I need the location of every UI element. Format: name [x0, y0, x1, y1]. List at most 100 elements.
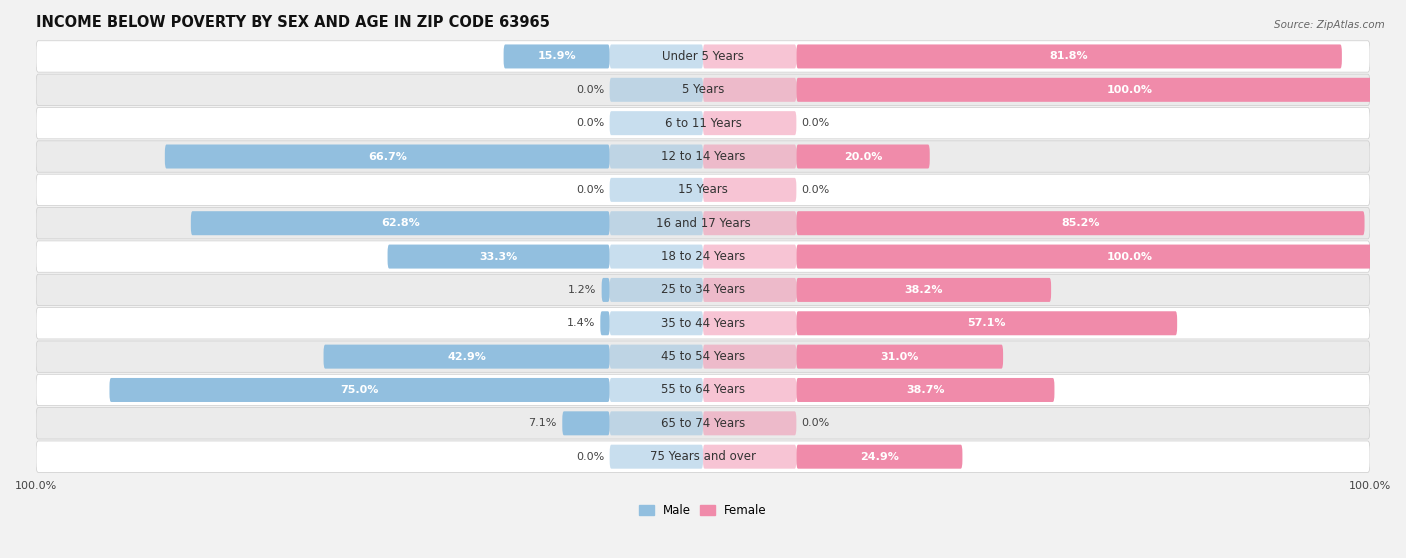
FancyBboxPatch shape	[703, 78, 796, 102]
Text: 1.2%: 1.2%	[568, 285, 596, 295]
Text: 42.9%: 42.9%	[447, 352, 486, 362]
FancyBboxPatch shape	[796, 145, 929, 169]
FancyBboxPatch shape	[165, 145, 610, 169]
FancyBboxPatch shape	[703, 145, 796, 169]
Text: 75.0%: 75.0%	[340, 385, 378, 395]
Text: 12 to 14 Years: 12 to 14 Years	[661, 150, 745, 163]
FancyBboxPatch shape	[610, 78, 703, 102]
Text: 0.0%: 0.0%	[801, 418, 830, 429]
FancyBboxPatch shape	[610, 445, 703, 469]
FancyBboxPatch shape	[703, 278, 796, 302]
FancyBboxPatch shape	[703, 244, 796, 268]
FancyBboxPatch shape	[610, 111, 703, 135]
Text: 62.8%: 62.8%	[381, 218, 419, 228]
FancyBboxPatch shape	[610, 178, 703, 202]
Text: 100.0%: 100.0%	[1107, 85, 1153, 95]
FancyBboxPatch shape	[503, 45, 610, 69]
FancyBboxPatch shape	[610, 311, 703, 335]
Text: 66.7%: 66.7%	[368, 152, 406, 161]
FancyBboxPatch shape	[600, 311, 610, 335]
FancyBboxPatch shape	[37, 441, 1369, 473]
Text: 0.0%: 0.0%	[576, 85, 605, 95]
FancyBboxPatch shape	[37, 374, 1369, 406]
FancyBboxPatch shape	[37, 408, 1369, 439]
Text: 16 and 17 Years: 16 and 17 Years	[655, 217, 751, 230]
FancyBboxPatch shape	[610, 378, 703, 402]
FancyBboxPatch shape	[703, 111, 796, 135]
FancyBboxPatch shape	[37, 241, 1369, 272]
Text: 7.1%: 7.1%	[529, 418, 557, 429]
Text: 57.1%: 57.1%	[967, 318, 1007, 328]
Legend: Male, Female: Male, Female	[634, 499, 772, 522]
Text: 5 Years: 5 Years	[682, 83, 724, 97]
Text: 81.8%: 81.8%	[1050, 51, 1088, 61]
FancyBboxPatch shape	[796, 311, 1177, 335]
Text: 0.0%: 0.0%	[576, 185, 605, 195]
Text: 15 Years: 15 Years	[678, 184, 728, 196]
Text: 38.7%: 38.7%	[905, 385, 945, 395]
FancyBboxPatch shape	[703, 211, 796, 235]
Text: 65 to 74 Years: 65 to 74 Years	[661, 417, 745, 430]
Text: 20.0%: 20.0%	[844, 152, 882, 161]
FancyBboxPatch shape	[796, 45, 1341, 69]
FancyBboxPatch shape	[703, 445, 796, 469]
Text: 6 to 11 Years: 6 to 11 Years	[665, 117, 741, 129]
FancyBboxPatch shape	[703, 378, 796, 402]
Text: 55 to 64 Years: 55 to 64 Years	[661, 383, 745, 397]
FancyBboxPatch shape	[703, 311, 796, 335]
FancyBboxPatch shape	[796, 445, 963, 469]
FancyBboxPatch shape	[610, 145, 703, 169]
FancyBboxPatch shape	[703, 45, 796, 69]
FancyBboxPatch shape	[610, 278, 703, 302]
Text: 0.0%: 0.0%	[576, 451, 605, 461]
FancyBboxPatch shape	[796, 278, 1052, 302]
Text: 0.0%: 0.0%	[576, 118, 605, 128]
Text: 18 to 24 Years: 18 to 24 Years	[661, 250, 745, 263]
FancyBboxPatch shape	[796, 78, 1406, 102]
FancyBboxPatch shape	[388, 244, 610, 268]
FancyBboxPatch shape	[37, 41, 1369, 72]
FancyBboxPatch shape	[796, 244, 1406, 268]
FancyBboxPatch shape	[37, 341, 1369, 372]
FancyBboxPatch shape	[703, 178, 796, 202]
Text: 1.4%: 1.4%	[567, 318, 595, 328]
FancyBboxPatch shape	[602, 278, 610, 302]
Text: Under 5 Years: Under 5 Years	[662, 50, 744, 63]
FancyBboxPatch shape	[562, 411, 610, 435]
Text: 24.9%: 24.9%	[860, 451, 898, 461]
FancyBboxPatch shape	[110, 378, 610, 402]
Text: 100.0%: 100.0%	[1107, 252, 1153, 262]
Text: INCOME BELOW POVERTY BY SEX AND AGE IN ZIP CODE 63965: INCOME BELOW POVERTY BY SEX AND AGE IN Z…	[37, 15, 550, 30]
FancyBboxPatch shape	[37, 74, 1369, 105]
FancyBboxPatch shape	[703, 345, 796, 369]
Text: 0.0%: 0.0%	[801, 118, 830, 128]
FancyBboxPatch shape	[610, 345, 703, 369]
FancyBboxPatch shape	[610, 211, 703, 235]
FancyBboxPatch shape	[37, 307, 1369, 339]
Text: 45 to 54 Years: 45 to 54 Years	[661, 350, 745, 363]
Text: 15.9%: 15.9%	[537, 51, 576, 61]
Text: 38.2%: 38.2%	[904, 285, 943, 295]
FancyBboxPatch shape	[37, 108, 1369, 139]
FancyBboxPatch shape	[610, 45, 703, 69]
FancyBboxPatch shape	[796, 345, 1002, 369]
FancyBboxPatch shape	[191, 211, 610, 235]
FancyBboxPatch shape	[323, 345, 610, 369]
Text: 33.3%: 33.3%	[479, 252, 517, 262]
Text: 85.2%: 85.2%	[1062, 218, 1099, 228]
FancyBboxPatch shape	[796, 211, 1365, 235]
FancyBboxPatch shape	[37, 274, 1369, 306]
Text: 0.0%: 0.0%	[801, 185, 830, 195]
FancyBboxPatch shape	[37, 174, 1369, 205]
Text: 31.0%: 31.0%	[880, 352, 920, 362]
Text: 75 Years and over: 75 Years and over	[650, 450, 756, 463]
FancyBboxPatch shape	[796, 378, 1054, 402]
FancyBboxPatch shape	[610, 411, 703, 435]
FancyBboxPatch shape	[37, 141, 1369, 172]
Text: 25 to 34 Years: 25 to 34 Years	[661, 283, 745, 296]
Text: Source: ZipAtlas.com: Source: ZipAtlas.com	[1274, 20, 1385, 30]
FancyBboxPatch shape	[703, 411, 796, 435]
Text: 35 to 44 Years: 35 to 44 Years	[661, 317, 745, 330]
FancyBboxPatch shape	[37, 208, 1369, 239]
FancyBboxPatch shape	[610, 244, 703, 268]
